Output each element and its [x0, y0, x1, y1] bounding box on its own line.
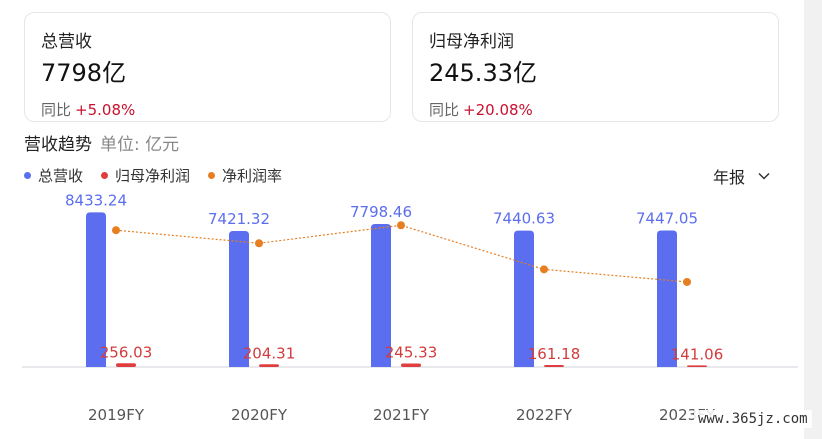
chevron-down-icon: [758, 172, 770, 180]
legend-dot-revenue: [24, 172, 31, 179]
net-profit-label: 归母净利润: [429, 32, 514, 52]
revenue-label: 总营收: [41, 32, 92, 52]
legend-item-margin[interactable]: 净利润率: [208, 165, 282, 186]
net-profit-data-label: 204.31: [243, 344, 296, 362]
net-profit-bar: [116, 363, 136, 367]
legend-label-net-profit: 归母净利润: [115, 167, 191, 185]
net-profit-data-label: 161.18: [528, 345, 581, 363]
margin-point: [540, 265, 548, 274]
net-profit-value: 245.33亿: [429, 59, 537, 87]
net-profit-bar: [687, 365, 707, 367]
revenue-yoy-label: 同比: [41, 101, 72, 119]
net-profit-bar: [259, 364, 279, 367]
net-profit-bar: [401, 363, 421, 367]
revenue-bar: [657, 230, 677, 367]
trend-title: 营收趋势: [24, 135, 92, 155]
net-profit-yoy-label: 同比: [429, 101, 460, 119]
legend-item-net-profit[interactable]: 归母净利润: [101, 165, 190, 186]
trend-unit: 单位: 亿元: [100, 135, 180, 155]
x-tick-label: 2022FY: [516, 406, 573, 424]
net-profit-bar: [544, 365, 564, 367]
margin-point: [255, 239, 263, 248]
net-profit-data-label: 141.06: [671, 345, 724, 363]
revenue-yoy-value: +5.08%: [75, 101, 136, 119]
revenue-data-label: 7447.05: [636, 209, 698, 227]
revenue-data-label: 8433.24: [65, 191, 127, 209]
trend-header: 营收趋势 单位: 亿元: [24, 130, 179, 155]
margin-point: [683, 277, 691, 286]
period-select-value: 年报: [713, 168, 746, 187]
margin-point: [112, 226, 120, 235]
x-tick-label: 2020FY: [231, 406, 288, 424]
legend-dot-net-profit: [101, 172, 109, 179]
revenue-yoy: 同比 +5.08%: [41, 99, 135, 120]
x-tick-label: 2019FY: [88, 406, 145, 424]
net-profit-data-label: 245.33: [385, 344, 438, 362]
revenue-value: 7798亿: [41, 59, 127, 87]
revenue-data-label: 7440.63: [493, 210, 555, 228]
x-tick-label: 2021FY: [373, 406, 430, 424]
revenue-data-label: 7798.46: [350, 203, 412, 221]
watermark: www.365jz.com: [694, 410, 812, 428]
period-select[interactable]: 年报: [713, 164, 771, 188]
net-profit-card[interactable]: 归母净利润 245.33亿 同比 +20.08%: [412, 12, 779, 122]
revenue-bar: [371, 224, 391, 367]
scrollbar[interactable]: [804, 0, 822, 439]
revenue-bar: [86, 212, 106, 367]
revenue-trend-chart: 8433.24 7421.32 7798.46 7440.63 7447.05 256.0…: [22, 191, 798, 424]
revenue-card[interactable]: 总营收 7798亿 同比 +5.08%: [24, 12, 391, 122]
legend-label-revenue: 总营收: [38, 167, 84, 185]
net-profit-yoy: 同比 +20.08%: [429, 99, 533, 120]
net-profit-data-label: 256.03: [100, 343, 153, 361]
margin-point: [397, 221, 405, 230]
legend-dot-margin: [208, 172, 216, 179]
chart-legend: 总营收 归母净利润 净利润率: [24, 165, 300, 186]
legend-item-revenue[interactable]: 总营收: [24, 165, 83, 186]
revenue-data-label: 7421.32: [208, 210, 270, 228]
margin-line: [115, 224, 688, 283]
net-profit-yoy-value: +20.08%: [463, 101, 533, 119]
revenue-bar: [229, 230, 249, 367]
legend-label-margin: 净利润率: [222, 167, 283, 185]
